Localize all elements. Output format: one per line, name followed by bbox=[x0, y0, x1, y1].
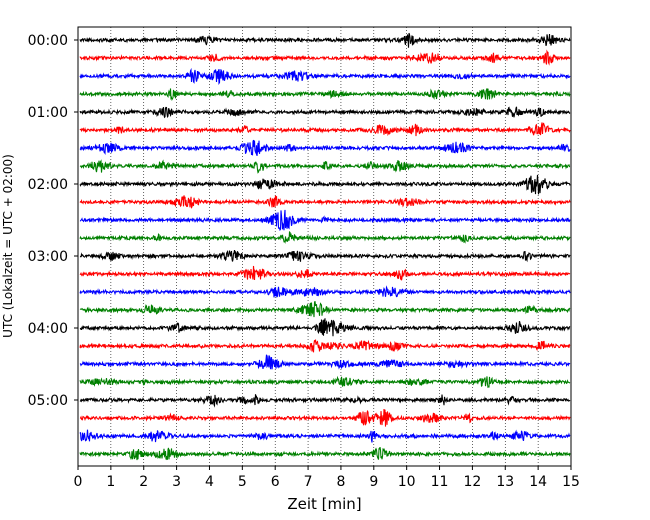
seismic-trace bbox=[79, 174, 571, 195]
x-tick-label: 4 bbox=[205, 474, 214, 490]
seismic-trace bbox=[79, 318, 571, 337]
y-tick-label: 01:00 bbox=[28, 105, 68, 121]
seismic-trace bbox=[79, 375, 571, 389]
seismic-trace bbox=[79, 122, 571, 137]
x-tick-label: 3 bbox=[172, 474, 181, 490]
seismic-trace bbox=[79, 429, 571, 443]
x-tick-label: 10 bbox=[398, 474, 416, 490]
seismic-trace bbox=[79, 265, 571, 281]
plot-frame bbox=[77, 26, 572, 467]
seismic-trace bbox=[79, 300, 571, 318]
traces-layer bbox=[79, 32, 571, 461]
seismic-trace bbox=[79, 139, 571, 157]
x-tick-label: 14 bbox=[529, 474, 547, 490]
y-axis-label: UTC (Lokalzeit = UTC + 02:00) bbox=[1, 154, 15, 338]
seismic-trace bbox=[79, 285, 571, 299]
seismic-trace bbox=[79, 159, 571, 174]
x-axis-label: Zeit [min] bbox=[287, 495, 361, 513]
seismic-trace bbox=[79, 106, 571, 119]
seismic-trace bbox=[79, 49, 571, 66]
seismic-trace bbox=[79, 231, 571, 244]
seismic-trace bbox=[79, 408, 571, 427]
y-tick-label: 02:00 bbox=[28, 177, 68, 193]
grid-layer bbox=[110, 27, 539, 466]
seismic-trace bbox=[79, 195, 571, 209]
x-tick-label: 1 bbox=[106, 474, 115, 490]
x-tick-label: 5 bbox=[238, 474, 247, 490]
x-tick-label: 13 bbox=[496, 474, 514, 490]
x-tick-label: 8 bbox=[336, 474, 345, 490]
x-tick-label: 0 bbox=[74, 474, 83, 490]
y-tick-label: 00:00 bbox=[28, 33, 68, 49]
seismic-trace bbox=[79, 394, 571, 408]
seismic-trace bbox=[79, 249, 571, 263]
y-tick-label: 04:00 bbox=[28, 321, 68, 337]
seismic-trace bbox=[79, 354, 571, 370]
seismic-trace bbox=[79, 447, 571, 461]
seismic-trace bbox=[79, 88, 571, 102]
x-tick-label: 12 bbox=[463, 474, 481, 490]
seismic-trace bbox=[79, 32, 571, 48]
x-tick-label: 11 bbox=[431, 474, 449, 490]
seismic-trace bbox=[79, 339, 571, 353]
x-tick-label: 15 bbox=[562, 474, 580, 490]
y-tick-label: 05:00 bbox=[28, 393, 68, 409]
y-axis: 00:00 01:00 02:00 03:00 04:00 05:00 bbox=[28, 33, 78, 409]
x-axis: 0 1 2 3 4 5 6 7 8 9 10 11 12 13 14 15 bbox=[74, 466, 580, 490]
x-tick-label: 7 bbox=[304, 474, 313, 490]
y-tick-label: 03:00 bbox=[28, 249, 68, 265]
x-tick-label: 6 bbox=[271, 474, 280, 490]
x-tick-label: 9 bbox=[369, 474, 378, 490]
x-tick-label: 2 bbox=[139, 474, 148, 490]
seismic-trace bbox=[79, 67, 571, 85]
seismic-trace bbox=[79, 209, 571, 232]
